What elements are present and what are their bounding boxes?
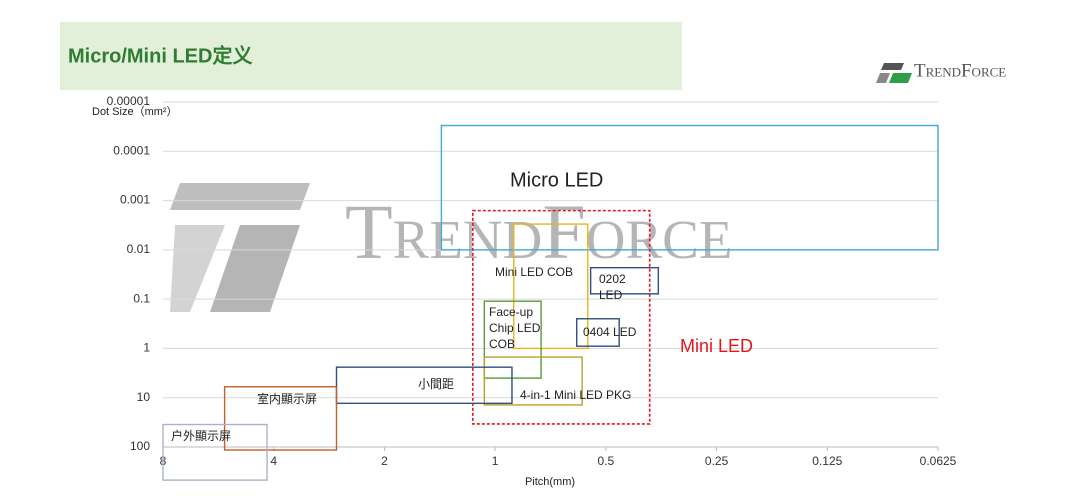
region-label: 室内顯示屏 <box>257 391 317 406</box>
title-band <box>60 22 682 90</box>
region <box>483 300 542 379</box>
region-label: 4-in-1 Mini LED PKG <box>520 388 631 402</box>
y-tick-label: 0.01 <box>127 242 151 256</box>
logo-text: TrendForce <box>914 60 1006 81</box>
region <box>513 223 589 350</box>
y-tick-label: 0.00001 <box>107 94 151 108</box>
y-axis-title: Dot Size（mm²） <box>92 105 178 118</box>
region <box>162 423 268 481</box>
x-tick-label: 0.5 <box>598 454 615 468</box>
y-tick-label: 100 <box>130 439 150 453</box>
region-label: Face-up <box>489 305 533 319</box>
y-tick-label: 0.0001 <box>113 143 150 157</box>
y-tick-label: 10 <box>137 390 151 404</box>
region-label: COB <box>489 337 515 351</box>
x-tick-label: 4 <box>270 454 277 468</box>
region <box>223 386 338 451</box>
y-tick-label: 0.001 <box>120 193 150 207</box>
y-tick-label: 0.1 <box>133 291 150 305</box>
region-label: 0404 LED <box>583 325 637 339</box>
region <box>576 318 620 347</box>
x-axis-title: Pitch(mm) <box>525 476 575 488</box>
region <box>483 356 583 406</box>
region-label: Micro LED <box>510 169 603 191</box>
slide-title: Micro/Mini LED定义 <box>68 43 252 67</box>
region-label: 0202 <box>599 272 626 286</box>
region-label: Chip LED <box>489 321 541 335</box>
x-tick-label: 0.25 <box>705 454 729 468</box>
region-label: 户外顯示屏 <box>171 428 231 443</box>
x-tick-label: 0.0625 <box>920 454 957 468</box>
watermark: TrendForce <box>170 183 732 312</box>
watermark-text: TrendForce <box>345 188 732 275</box>
x-tick-label: 0.125 <box>812 454 842 468</box>
region-label: LED <box>599 288 623 302</box>
region-label: Mini LED <box>680 336 753 356</box>
x-tick-label: 1 <box>492 454 499 468</box>
region <box>589 266 660 295</box>
y-tick-label: 1 <box>143 341 150 355</box>
region-label: Mini LED COB <box>495 265 573 279</box>
logo: TrendForce <box>876 60 1006 83</box>
x-tick-label: 2 <box>381 454 388 468</box>
region-label: 小間距 <box>418 377 454 391</box>
region <box>440 124 939 251</box>
region <box>335 366 513 405</box>
